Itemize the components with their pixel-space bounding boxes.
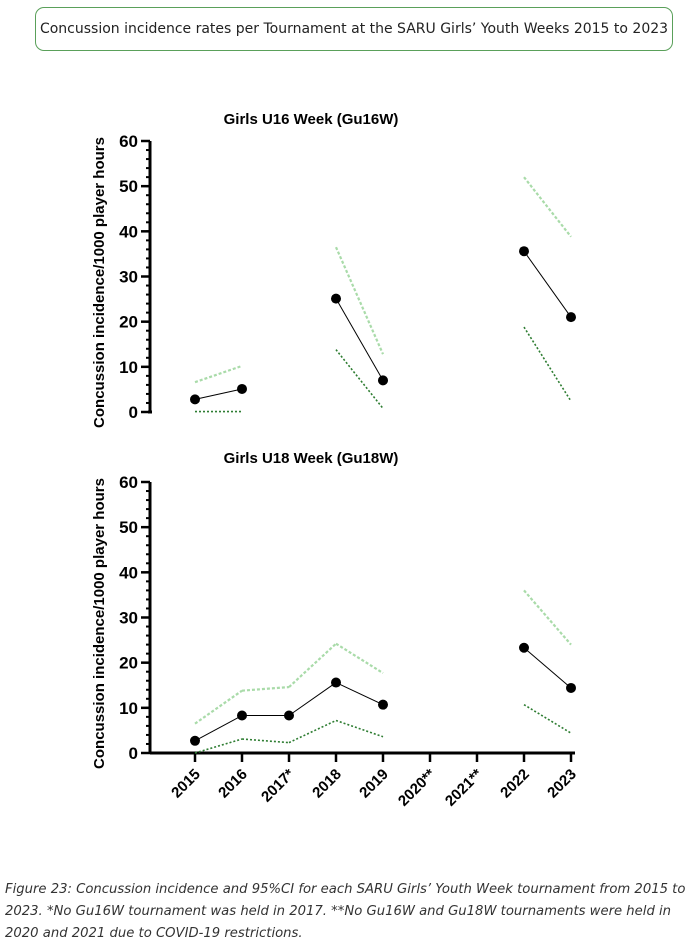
- incidence-point: [284, 710, 294, 721]
- incidence-segment: [335, 682, 384, 706]
- x-tick-label: 2021**: [442, 766, 486, 810]
- y-tick-label: 30: [119, 268, 138, 287]
- y-tick-label: 30: [119, 609, 138, 628]
- x-tick-label: 2017*: [258, 766, 298, 806]
- chart-panel-1: Girls U16 Week (Gu16W) Concussion inciden…: [91, 111, 576, 428]
- lower-ci-segment: [194, 738, 243, 754]
- y-tick-label: 40: [119, 563, 138, 582]
- incidence-segment: [194, 715, 243, 742]
- incidence-point: [519, 642, 529, 653]
- x-tick-label: 2023: [544, 766, 580, 802]
- y-tick-label: 0: [129, 403, 138, 422]
- upper-ci-segment: [241, 685, 290, 692]
- y-tick-label: 50: [119, 177, 138, 196]
- y-tick-label: 50: [119, 518, 138, 537]
- x-tick-label: 2022: [497, 766, 533, 802]
- incidence-point: [378, 699, 388, 710]
- upper-ci-segment: [194, 689, 243, 725]
- y-tick-label: 10: [119, 699, 138, 718]
- incidence-point: [331, 677, 341, 688]
- x-tick-label: 2015: [168, 766, 204, 802]
- incidence-segment: [523, 647, 572, 689]
- y-tick-label: 10: [119, 358, 138, 377]
- panel-title: Girls U18 Week (Gu18W): [224, 450, 399, 467]
- incidence-segment: [194, 388, 243, 400]
- y-tick-label: 20: [119, 313, 138, 332]
- y-tick-label: 60: [119, 473, 138, 492]
- y-axis-label: Concussion incidence/1000 player hours: [91, 137, 108, 428]
- incidence-point: [237, 710, 247, 721]
- x-tick-label: 2019: [356, 766, 392, 802]
- y-tick-label: 40: [119, 222, 138, 241]
- incidence-point: [566, 682, 576, 693]
- x-tick-label: 2016: [215, 766, 251, 802]
- incidence-point: [519, 246, 529, 257]
- lower-ci-segment: [523, 703, 572, 734]
- upper-ci-segment: [334, 246, 385, 355]
- lower-ci-segment: [335, 719, 384, 738]
- lower-ci-segment: [241, 738, 290, 744]
- upper-ci-segment: [523, 589, 572, 646]
- incidence-point: [331, 293, 341, 304]
- upper-ci-segment: [194, 364, 243, 384]
- lower-ci-segment: [523, 326, 572, 402]
- incidence-point: [378, 375, 388, 386]
- x-tick-label: 2020**: [395, 766, 439, 810]
- chart-panel-2: Girls U18 Week (Gu18W) Concussion inciden…: [91, 450, 580, 810]
- y-axis-label: Concussion incidence/1000 player hours: [91, 478, 108, 769]
- y-tick-label: 0: [129, 744, 138, 763]
- lower-ci-segment: [335, 349, 384, 409]
- y-tick-label: 60: [119, 132, 138, 151]
- incidence-point: [190, 735, 200, 746]
- chart-header-title: Concussion incidence rates per Tournamen…: [39, 21, 669, 37]
- figure-caption: Figure 23: Concussion incidence and 95%C…: [5, 882, 686, 941]
- incidence-point: [566, 312, 576, 323]
- panel-title: Girls U16 Week (Gu16W): [224, 111, 399, 128]
- lower-ci-segment: [288, 719, 337, 744]
- incidence-segment: [335, 298, 384, 381]
- incidence-point: [237, 383, 247, 394]
- upper-ci-segment: [288, 642, 337, 688]
- incidence-chart-figure: Girls U16 Week (Gu16W) Concussion inciden…: [91, 111, 580, 810]
- y-tick-label: 20: [119, 654, 138, 673]
- incidence-point: [190, 394, 200, 405]
- chart-header-box: Concussion incidence rates per Tournamen…: [35, 7, 673, 51]
- upper-ci-segment: [335, 642, 384, 674]
- incidence-segment: [288, 682, 337, 716]
- x-tick-label: 2018: [309, 766, 345, 802]
- incidence-segment: [523, 250, 572, 318]
- upper-ci-segment: [523, 176, 572, 238]
